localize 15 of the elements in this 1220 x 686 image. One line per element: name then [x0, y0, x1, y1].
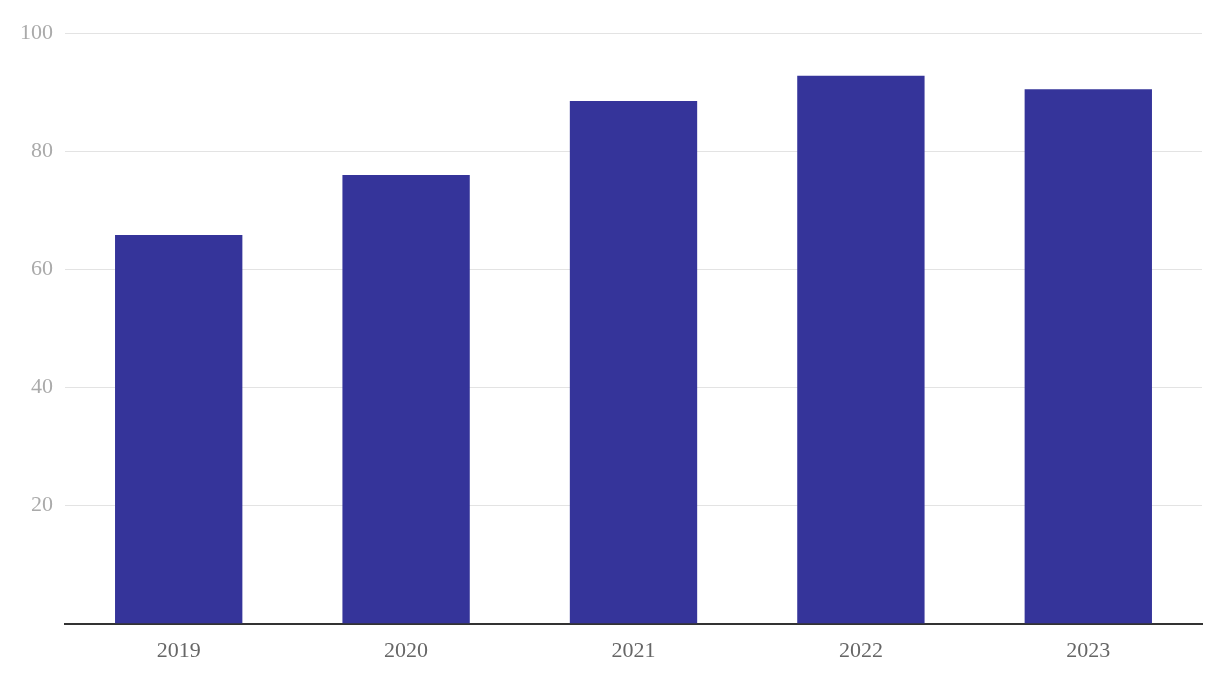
y-tick-label: 20	[31, 491, 53, 517]
y-tick-label: 40	[31, 373, 53, 399]
x-tick-label: 2023	[1066, 636, 1111, 662]
bar	[569, 101, 698, 624]
x-tick-label: 2022	[838, 636, 883, 662]
bar	[797, 75, 925, 624]
bar	[115, 235, 243, 624]
y-tick-label: 60	[31, 255, 53, 281]
x-tick-label: 2020	[384, 636, 429, 662]
y-tick-label: 80	[31, 137, 53, 163]
bar	[1024, 89, 1152, 624]
bar	[342, 174, 470, 624]
x-tick-label: 2021	[611, 636, 656, 662]
x-tick-label: 2019	[156, 636, 201, 662]
y-tick-label: 100	[20, 18, 53, 44]
